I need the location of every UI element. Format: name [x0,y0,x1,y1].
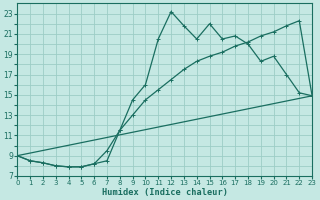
X-axis label: Humidex (Indice chaleur): Humidex (Indice chaleur) [102,188,228,197]
